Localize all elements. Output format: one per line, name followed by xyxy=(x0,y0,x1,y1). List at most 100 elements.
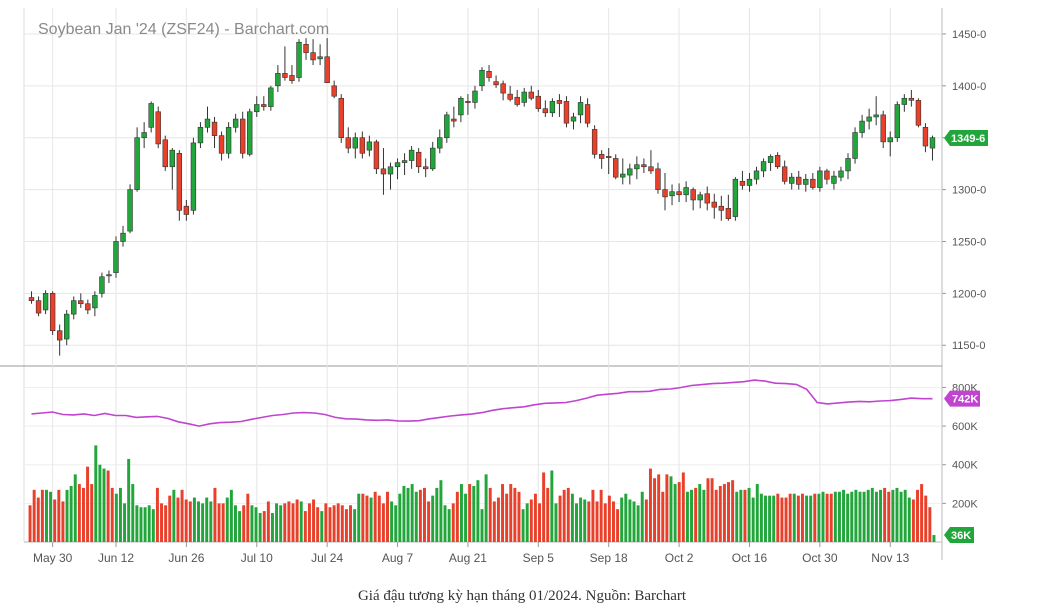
candle-body xyxy=(739,180,746,186)
volume-bar xyxy=(192,497,196,542)
volume-bar xyxy=(386,491,389,542)
volume-bar xyxy=(336,503,340,542)
volume-bar xyxy=(562,489,566,542)
candle-body xyxy=(380,168,387,175)
candle xyxy=(824,168,830,185)
volume-bar xyxy=(809,495,813,542)
volume-bar xyxy=(57,489,61,542)
time-tick-label: Oct 2 xyxy=(665,551,694,565)
candle xyxy=(655,162,661,194)
volume-bar xyxy=(768,495,772,542)
candle-body xyxy=(725,207,732,219)
candle xyxy=(880,110,886,149)
candle-body xyxy=(655,168,661,190)
candle xyxy=(211,116,218,149)
volume-bar xyxy=(579,497,583,542)
candle-body xyxy=(598,154,605,159)
candle xyxy=(838,166,844,182)
volume-bar xyxy=(36,497,40,542)
candle xyxy=(310,39,316,66)
volume-bar xyxy=(833,491,837,542)
volume-bar xyxy=(517,491,521,542)
volume-bar xyxy=(275,503,279,542)
candle xyxy=(458,96,464,123)
volume-bar xyxy=(40,489,44,542)
candle-body xyxy=(254,104,260,113)
candle-body xyxy=(387,166,394,175)
volume-bar xyxy=(644,499,648,542)
candle xyxy=(190,137,197,215)
candle xyxy=(268,85,274,111)
volume-bar xyxy=(570,493,574,542)
candle xyxy=(204,106,211,133)
candle xyxy=(521,87,527,107)
candle-body xyxy=(324,56,330,84)
volume-bar xyxy=(739,489,743,542)
volume-panel xyxy=(28,379,936,542)
candle-body xyxy=(120,232,126,242)
candle-body xyxy=(268,87,274,107)
volume-bar xyxy=(394,505,398,542)
volume-bar xyxy=(920,484,924,542)
volume-bar xyxy=(201,503,205,542)
volume-bar xyxy=(928,507,932,542)
candle-body xyxy=(824,170,830,180)
candle-body xyxy=(303,44,309,53)
volume-bar xyxy=(653,478,657,542)
volume-bar xyxy=(287,501,291,542)
candle-body xyxy=(148,103,154,128)
candle xyxy=(732,177,739,221)
candle-body xyxy=(634,164,640,170)
candle xyxy=(620,158,626,185)
candle xyxy=(725,194,732,221)
volume-bar xyxy=(776,493,780,542)
volume-bar xyxy=(390,501,394,542)
candle xyxy=(444,111,450,143)
candle xyxy=(42,290,49,315)
candle-body xyxy=(218,135,225,154)
candle-body xyxy=(514,96,520,105)
volume-bar xyxy=(73,474,77,542)
candle-body xyxy=(430,147,436,170)
candle-body xyxy=(838,170,844,178)
volume-bar xyxy=(714,489,718,542)
candle-body xyxy=(648,166,654,172)
volume-bar xyxy=(381,503,385,542)
volume-bar xyxy=(353,509,357,542)
volume-bar xyxy=(332,505,336,542)
volume-bar xyxy=(911,499,915,542)
candle-body xyxy=(697,194,703,201)
candle xyxy=(634,156,640,180)
volume-bar xyxy=(447,509,451,542)
candle-body xyxy=(535,95,542,109)
volume-bar xyxy=(599,489,603,542)
volume-bar xyxy=(435,487,439,542)
candle-body xyxy=(781,166,788,182)
volume-bar xyxy=(106,470,110,542)
candle xyxy=(225,122,232,159)
volume-bar xyxy=(127,458,131,542)
candle xyxy=(591,125,598,159)
volume-bar xyxy=(90,484,94,542)
candle-body xyxy=(56,330,63,341)
candle xyxy=(352,132,358,159)
volume-bar xyxy=(677,482,681,542)
volume-bar xyxy=(694,487,698,542)
volume-bar xyxy=(566,487,570,542)
candle xyxy=(528,85,534,101)
candle xyxy=(774,152,781,169)
candle xyxy=(739,170,746,190)
volume-bar xyxy=(792,493,796,542)
volume-bar xyxy=(431,495,435,542)
candle xyxy=(120,225,126,247)
volume-bar xyxy=(221,503,225,542)
volume-bar xyxy=(673,484,677,542)
price-panel xyxy=(28,38,936,356)
volume-bar xyxy=(710,478,714,542)
volume-bar xyxy=(805,495,809,542)
candle xyxy=(331,80,337,99)
volume-bar xyxy=(501,484,505,542)
volume-bar xyxy=(209,501,213,542)
candle-body xyxy=(683,187,689,196)
volume-bar xyxy=(307,503,311,542)
